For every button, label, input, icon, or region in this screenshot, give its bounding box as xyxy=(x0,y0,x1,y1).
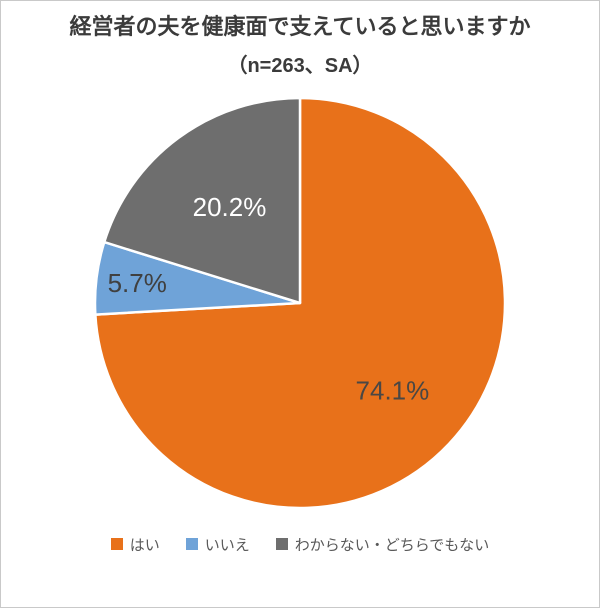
legend-swatch-2 xyxy=(275,538,288,550)
pie-value-label-0: 74.1% xyxy=(356,375,430,405)
legend-swatch-0 xyxy=(110,538,123,550)
legend-swatch-1 xyxy=(185,538,198,550)
legend-label-0: はい xyxy=(129,536,160,554)
pie-chart: 74.1% 5.7% 20.2% xyxy=(85,88,515,518)
legend-label-1: いいえ xyxy=(204,536,250,554)
pie-value-label-1: 5.7% xyxy=(108,268,167,298)
legend: はい いいえ わからない・どちらでもない xyxy=(1,534,599,555)
legend-label-2: わからない・どちらでもない xyxy=(294,536,490,554)
legend-item-1: いいえ xyxy=(185,534,250,555)
pie-chart-svg: 74.1% 5.7% 20.2% xyxy=(93,96,507,509)
legend-item-2: わからない・どちらでもない xyxy=(275,534,490,555)
legend-item-0: はい xyxy=(110,534,160,555)
chart-subtitle: （n=263、SA） xyxy=(227,54,373,77)
chart-title: 経営者の夫を健康面で支えていると思いますか xyxy=(69,14,531,39)
pie-slice-2 xyxy=(103,96,302,304)
pie-value-label-2: 20.2% xyxy=(193,192,267,222)
